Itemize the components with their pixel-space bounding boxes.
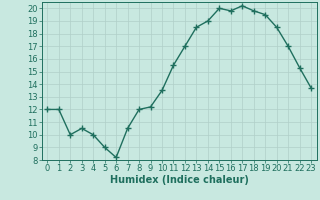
X-axis label: Humidex (Indice chaleur): Humidex (Indice chaleur) (110, 175, 249, 185)
